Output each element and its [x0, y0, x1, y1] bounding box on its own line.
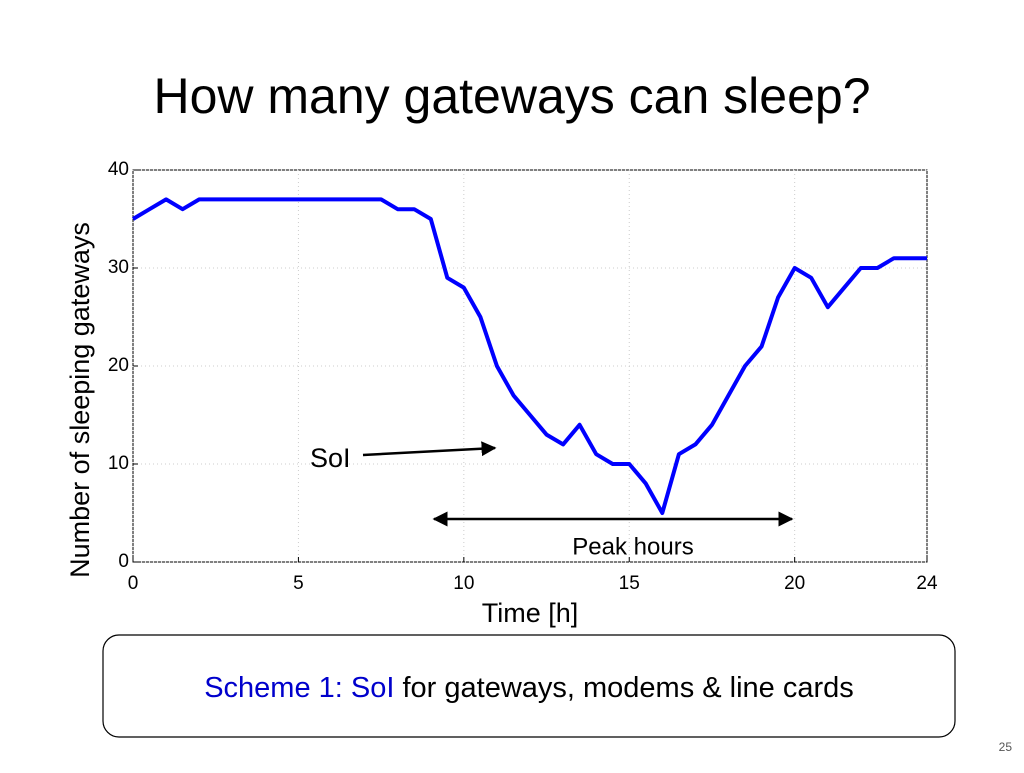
x-tick-label: 5	[293, 573, 304, 594]
x-tick-label: 20	[784, 573, 805, 594]
x-axis-label: Time [h]	[482, 598, 579, 628]
x-tick-label: 15	[619, 573, 640, 594]
slide-title: How many gateways can sleep?	[153, 68, 870, 124]
annotation: SoI	[310, 443, 351, 473]
y-axis-label: Number of sleeping gateways	[65, 222, 95, 578]
annotation: Peak hours	[572, 533, 693, 560]
y-tick-label: 40	[108, 159, 129, 180]
x-tick-label: 0	[128, 573, 139, 594]
scheme-text: for gateways, modems & line cards	[402, 672, 853, 704]
scheme-caption: Scheme 1: SoI for gateways, modems & lin…	[204, 672, 854, 704]
scheme-label: Scheme 1: SoI	[204, 672, 394, 704]
data-line	[131, 197, 927, 515]
annotation-arrow	[362, 441, 497, 457]
x-tick-label: 24	[916, 573, 938, 594]
y-tick-label: 10	[108, 453, 129, 474]
page-number: 25	[999, 740, 1013, 754]
y-tick-label: 20	[108, 355, 129, 376]
plot: 0 10 20 30 40 0 5 10 15 20 24	[108, 159, 938, 594]
y-tick-label: 0	[118, 551, 129, 572]
scheme-box	[102, 634, 956, 738]
y-tick-label: 30	[108, 257, 129, 278]
x-tick-label: 10	[453, 573, 474, 594]
